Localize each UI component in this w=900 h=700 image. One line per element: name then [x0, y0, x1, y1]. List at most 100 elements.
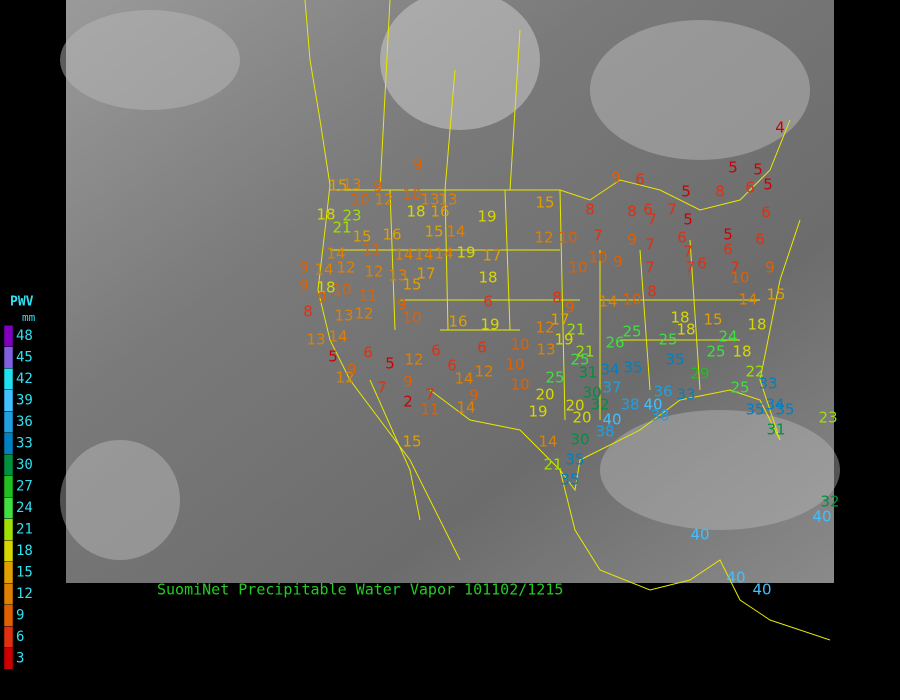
station-value: 13: [438, 191, 457, 209]
borders: [304, 0, 831, 641]
station-value: 15: [766, 286, 785, 304]
station-value: 10: [350, 191, 369, 209]
station-value: 40: [726, 569, 745, 587]
station-value: 14: [394, 246, 413, 264]
legend-swatch: [3, 368, 14, 390]
station-value: 38: [650, 407, 669, 425]
legend-label: 48: [16, 328, 33, 344]
station-value: 14: [446, 223, 465, 241]
station-value: 9: [469, 387, 479, 405]
station-value: 19: [456, 244, 475, 262]
station-value: 8: [303, 303, 313, 321]
legend-swatch: [3, 454, 14, 476]
station-value: 19: [480, 316, 499, 334]
station-value: 12: [534, 229, 553, 247]
station-value: 6: [483, 293, 493, 311]
station-value: 33: [676, 386, 695, 404]
station-value: 21: [543, 456, 562, 474]
station-value: 8: [585, 201, 595, 219]
legend-label: 9: [16, 608, 24, 624]
station-value: 6: [761, 204, 771, 222]
station-value: 40: [752, 581, 771, 599]
station-value: 21: [566, 321, 585, 339]
station-value: 17: [482, 247, 501, 265]
station-value: 10: [588, 249, 607, 267]
station-value: 7: [685, 259, 695, 277]
station-value: 7: [645, 236, 655, 254]
station-value: 14: [538, 433, 557, 451]
station-value: 33: [758, 375, 777, 393]
legend-label: 24: [16, 500, 33, 516]
legend-label: 18: [16, 543, 33, 559]
coastline: [559, 469, 831, 641]
station-value: 25: [730, 379, 749, 397]
station-value: 5: [763, 176, 773, 194]
station-value: 18: [676, 321, 695, 339]
station-value: 7: [425, 386, 435, 404]
station-value: 5: [385, 355, 395, 373]
station-value: 11: [358, 287, 377, 305]
station-value: 35: [745, 401, 764, 419]
station-value: 5: [728, 159, 738, 177]
station-value: 10: [730, 269, 749, 287]
station-value: 16: [448, 313, 467, 331]
legend-label: 39: [16, 393, 33, 409]
station-value: 36: [653, 383, 672, 401]
station-value: 12: [354, 305, 373, 323]
map-title: SuomiNet Precipitable Water Vapor 101102…: [157, 581, 563, 599]
station-value: 7: [647, 211, 657, 229]
station-value: 18: [316, 279, 335, 297]
station-value: 10: [510, 336, 529, 354]
station-value: 9: [613, 253, 623, 271]
station-value: 14: [598, 293, 617, 311]
legend-label: 36: [16, 414, 33, 430]
station-value: 5: [683, 211, 693, 229]
coastline: [304, 0, 461, 561]
station-value: 31: [578, 364, 597, 382]
station-value: 2: [403, 393, 413, 411]
station-value: 30: [582, 384, 601, 402]
station-value: 14: [454, 370, 473, 388]
station-value: 12: [404, 351, 423, 369]
station-value: 9: [397, 296, 407, 314]
station-value: 25: [658, 331, 677, 349]
station-value: 35: [560, 471, 579, 489]
station-value: 25: [545, 369, 564, 387]
station-value: 19: [554, 331, 573, 349]
station-value: 6: [723, 241, 733, 259]
station-value: 7: [683, 243, 693, 261]
station-value: 25: [706, 343, 725, 361]
station-value: 12: [336, 259, 355, 277]
station-value: 10: [558, 229, 577, 247]
station-value: 13: [420, 191, 439, 209]
station-value: 10: [402, 186, 421, 204]
station-value: 6: [363, 344, 373, 362]
station-value: 37: [602, 379, 621, 397]
station-value: 8: [647, 283, 657, 301]
station-value: 13: [342, 176, 361, 194]
station-value: 7: [645, 259, 655, 277]
station-value: 7: [667, 201, 677, 219]
station-value: 5: [328, 348, 338, 366]
legend-swatch: [3, 497, 14, 519]
legend-label: 15: [16, 565, 33, 581]
station-value: 18: [747, 316, 766, 334]
station-value: 40: [643, 396, 662, 414]
station-value: 7: [730, 259, 740, 277]
station-value: 38: [620, 396, 639, 414]
station-value: 10: [402, 309, 421, 327]
station-value: 5: [753, 161, 763, 179]
legend-label: 27: [16, 479, 33, 495]
station-value: 23: [818, 409, 837, 427]
station-value: 35: [623, 359, 642, 377]
station-value: 9: [373, 178, 383, 196]
station-value: 6: [677, 229, 687, 247]
station-value: 8: [552, 289, 562, 307]
station-value: 30: [570, 431, 589, 449]
station-value: 17: [416, 265, 435, 283]
legend-label: 30: [16, 457, 33, 473]
station-value: 11: [420, 401, 439, 419]
station-value: 22: [745, 363, 764, 381]
station-value: 15: [328, 177, 347, 195]
